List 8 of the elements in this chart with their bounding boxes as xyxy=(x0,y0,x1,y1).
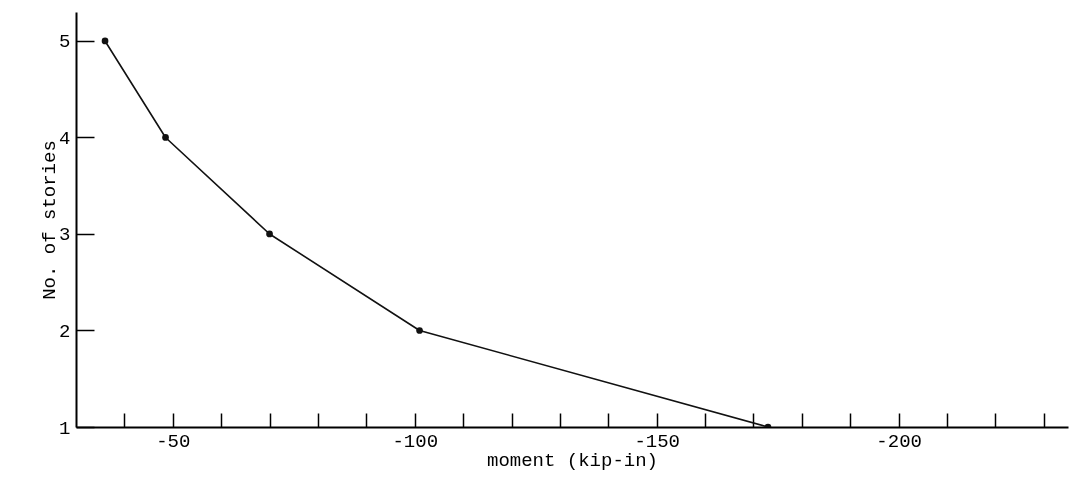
x-tick-label: -200 xyxy=(876,430,922,453)
x-tick-label: -100 xyxy=(392,430,439,453)
y-tick-label: 3 xyxy=(59,224,71,247)
y-tick-label: 4 xyxy=(59,127,71,150)
y-tick-label: 2 xyxy=(59,320,71,343)
x-tick-label: -50 xyxy=(156,430,191,453)
y-tick-label: 1 xyxy=(59,417,71,440)
y-tick-label: 5 xyxy=(59,31,71,54)
